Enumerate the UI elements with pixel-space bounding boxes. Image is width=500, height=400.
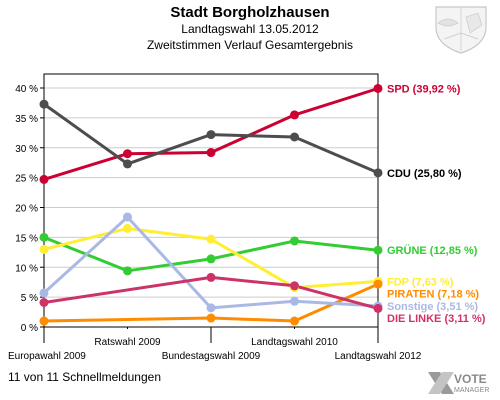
data-point (206, 148, 216, 158)
data-point (290, 110, 299, 120)
page-title: Stadt Borgholzhausen (170, 4, 330, 21)
x-mark-icon (428, 372, 454, 394)
data-point (39, 244, 49, 254)
reporting-status: 11 von 11 Schnellmeldungen (8, 370, 161, 384)
x-tick-label: Europawahl 2009 (8, 351, 86, 362)
data-point (206, 254, 216, 264)
data-point (290, 132, 299, 142)
y-tick-label: 5 % (21, 293, 38, 304)
series-end-label: Sonstige (3,51 %) (387, 301, 478, 313)
data-point (206, 130, 216, 140)
series-end-label: CDU (25,80 %) (387, 168, 462, 180)
data-point (206, 272, 216, 282)
data-point (123, 266, 132, 276)
data-point (123, 149, 132, 159)
logo-word-vote: VOTE (454, 372, 487, 386)
y-tick-label: 10 % (15, 263, 38, 274)
data-point (373, 168, 383, 178)
page-subtitle: Landtagswahl 13.05.2012 (181, 22, 319, 36)
data-point (39, 174, 49, 184)
series-end-label: GRÜNE (12,85 %) (387, 244, 478, 257)
chart-description: Zweitstimmen Verlauf Gesamtergebnis (146, 38, 354, 52)
data-point (123, 212, 132, 222)
y-tick-label: 0 % (21, 323, 38, 334)
data-point (373, 83, 383, 93)
y-tick-label: 30 % (15, 144, 38, 155)
data-point (123, 223, 132, 233)
coat-of-arms-icon (435, 6, 487, 54)
x-tick-label: Landtagswahl 2012 (335, 351, 422, 362)
y-tick-label: 20 % (15, 204, 38, 215)
y-tick-label: 25 % (15, 174, 38, 185)
x-tick-label: Landtagswahl 2010 (251, 337, 338, 348)
series-end-label: SPD (39,92 %) (387, 83, 461, 95)
data-point (373, 303, 383, 313)
data-point (39, 316, 49, 326)
data-point (206, 303, 216, 313)
data-point (206, 313, 216, 323)
data-point (290, 296, 299, 306)
data-point (373, 245, 383, 255)
y-tick-label: 35 % (15, 114, 38, 125)
data-point (206, 234, 216, 244)
x-tick-label: Ratswahl 2009 (94, 337, 161, 348)
data-point (290, 236, 299, 246)
data-point (39, 232, 49, 242)
data-point (39, 298, 49, 308)
series-end-label: PIRATEN (7,18 %) (387, 288, 479, 300)
data-point (290, 281, 299, 291)
y-tick-label: 40 % (15, 84, 38, 95)
data-point (373, 279, 383, 289)
data-point (39, 99, 49, 109)
x-tick-label: Bundestagswahl 2009 (162, 351, 261, 362)
data-point (39, 288, 49, 298)
series-line-die-linke (43, 275, 379, 310)
series-end-label: DIE LINKE (3,11 %) (387, 313, 486, 325)
plot-frame (43, 73, 379, 328)
logo-word-manager: MANAGER (454, 387, 489, 394)
vote-manager-logo: VOTE MANAGER (428, 372, 489, 394)
data-point (123, 159, 132, 169)
series-end-label: FDP (7,63 %) (387, 276, 454, 288)
data-point (290, 316, 299, 326)
y-tick-label: 15 % (15, 233, 38, 244)
